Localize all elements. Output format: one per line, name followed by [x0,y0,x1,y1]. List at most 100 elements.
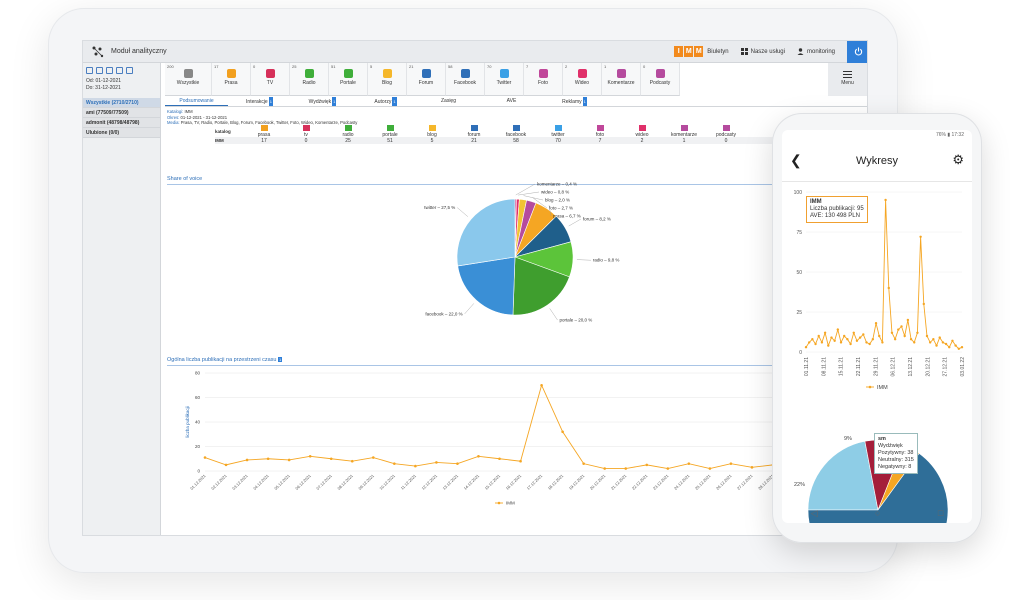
data-point[interactable] [878,334,881,338]
data-point[interactable] [903,334,906,338]
data-point[interactable] [922,302,925,306]
folder-admonit[interactable]: admonit (48798/48798) [83,118,160,128]
data-point[interactable] [456,462,459,465]
data-point[interactable] [393,462,396,465]
folder-all[interactable]: Wszystkie (2710/2710) [83,98,160,108]
data-point[interactable] [827,344,830,347]
data-point[interactable] [862,333,865,336]
data-point[interactable] [804,346,808,349]
tab-portale[interactable]: 51 Portale [329,63,368,96]
data-point[interactable] [666,467,670,470]
tab-radio[interactable]: 25 Radio [290,63,329,96]
data-point[interactable] [624,467,628,470]
data-point[interactable] [308,455,312,458]
data-point[interactable] [951,339,954,342]
data-point[interactable] [414,464,417,468]
data-point[interactable] [932,338,935,341]
data-point[interactable] [540,383,543,387]
data-point[interactable] [893,338,897,341]
data-point[interactable] [582,462,585,465]
subtab-6[interactable]: Reklamy 1 [562,97,587,106]
data-point[interactable] [833,339,836,342]
data-point[interactable] [849,342,852,346]
data-point[interactable] [287,458,291,462]
data-point[interactable] [916,331,919,334]
tab-twitter[interactable]: 70 Twitter [485,63,524,96]
data-point[interactable] [884,198,887,202]
data-point[interactable] [830,336,833,339]
data-point[interactable] [881,341,884,344]
data-point[interactable] [846,338,849,341]
nav-back-icon[interactable]: ◁ [810,507,818,518]
data-point[interactable] [203,456,207,459]
data-point[interactable] [814,342,817,346]
data-point[interactable] [868,342,871,346]
data-point[interactable] [897,328,900,331]
data-point[interactable] [871,338,875,341]
power-button[interactable] [847,41,867,63]
data-point[interactable] [852,331,855,334]
folder-favorites[interactable]: Ulubione (0/0) [83,128,160,138]
tab-wideo[interactable]: 2 Wideo [563,63,602,96]
pie-slice[interactable] [807,440,879,511]
data-point[interactable] [839,341,843,344]
data-point[interactable] [807,341,811,344]
data-point[interactable] [887,286,890,290]
data-point[interactable] [224,463,228,467]
data-point[interactable] [823,331,827,334]
data-point[interactable] [750,466,754,469]
data-point[interactable] [935,344,938,347]
data-point[interactable] [960,346,964,349]
subtab-2[interactable]: Wydźwięk 1 [308,97,337,106]
filter-icon[interactable] [86,67,93,74]
tab-tv[interactable]: 0 TV [251,63,290,96]
back-arrow-icon[interactable]: ❮ [790,152,802,168]
data-point[interactable] [843,334,846,338]
data-point[interactable] [858,336,862,339]
data-point[interactable] [906,318,910,322]
data-point[interactable] [948,346,951,349]
data-point[interactable] [811,338,814,341]
settings-icon[interactable] [126,67,133,74]
data-point[interactable] [890,331,894,334]
tab-blog[interactable]: 5 Blog [368,63,407,96]
tab-podcasty[interactable]: 0 Podcasty [641,63,680,96]
subtab-0[interactable]: Podsumowanie [165,97,228,106]
tab-foto[interactable]: 7 Foto [524,63,563,96]
data-point[interactable] [371,456,375,459]
data-point[interactable] [817,334,820,338]
bulletin-link[interactable]: Biuletyn [707,48,729,55]
data-point[interactable] [329,457,333,461]
data-point[interactable] [909,338,913,341]
user-menu[interactable]: monitoring [797,48,835,55]
data-point[interactable] [855,339,859,342]
data-point[interactable] [519,459,522,463]
data-point[interactable] [874,322,878,325]
data-point[interactable] [603,467,607,470]
data-point[interactable] [820,341,824,344]
data-point[interactable] [266,457,270,461]
data-point[interactable] [561,430,564,434]
data-point[interactable] [900,325,903,328]
nav-recents-icon[interactable]: □ [937,508,944,518]
data-point[interactable] [865,341,868,344]
subtab-1[interactable]: Interakcje 1 [246,97,273,106]
folder-ami[interactable]: ami (77509/77509) [83,108,160,118]
subtab-5[interactable]: AVE [506,98,517,104]
data-point[interactable] [954,344,957,347]
data-point[interactable] [938,336,941,339]
export-icon[interactable] [106,67,113,74]
data-point[interactable] [477,455,480,458]
data-point[interactable] [245,458,249,462]
menu-button[interactable]: Menu [828,63,867,96]
pie-slice[interactable] [456,198,516,267]
calendar-icon[interactable] [96,67,103,74]
data-point[interactable] [687,462,691,465]
data-point[interactable] [913,341,916,344]
pie-slice[interactable] [457,256,516,316]
data-point[interactable] [941,341,945,344]
subtab-3[interactable]: Autorzy 1 [374,97,397,106]
tab-forum[interactable]: 21 Forum [407,63,446,96]
data-point[interactable] [928,341,932,344]
subtab-4[interactable]: Zasięg [440,98,456,104]
